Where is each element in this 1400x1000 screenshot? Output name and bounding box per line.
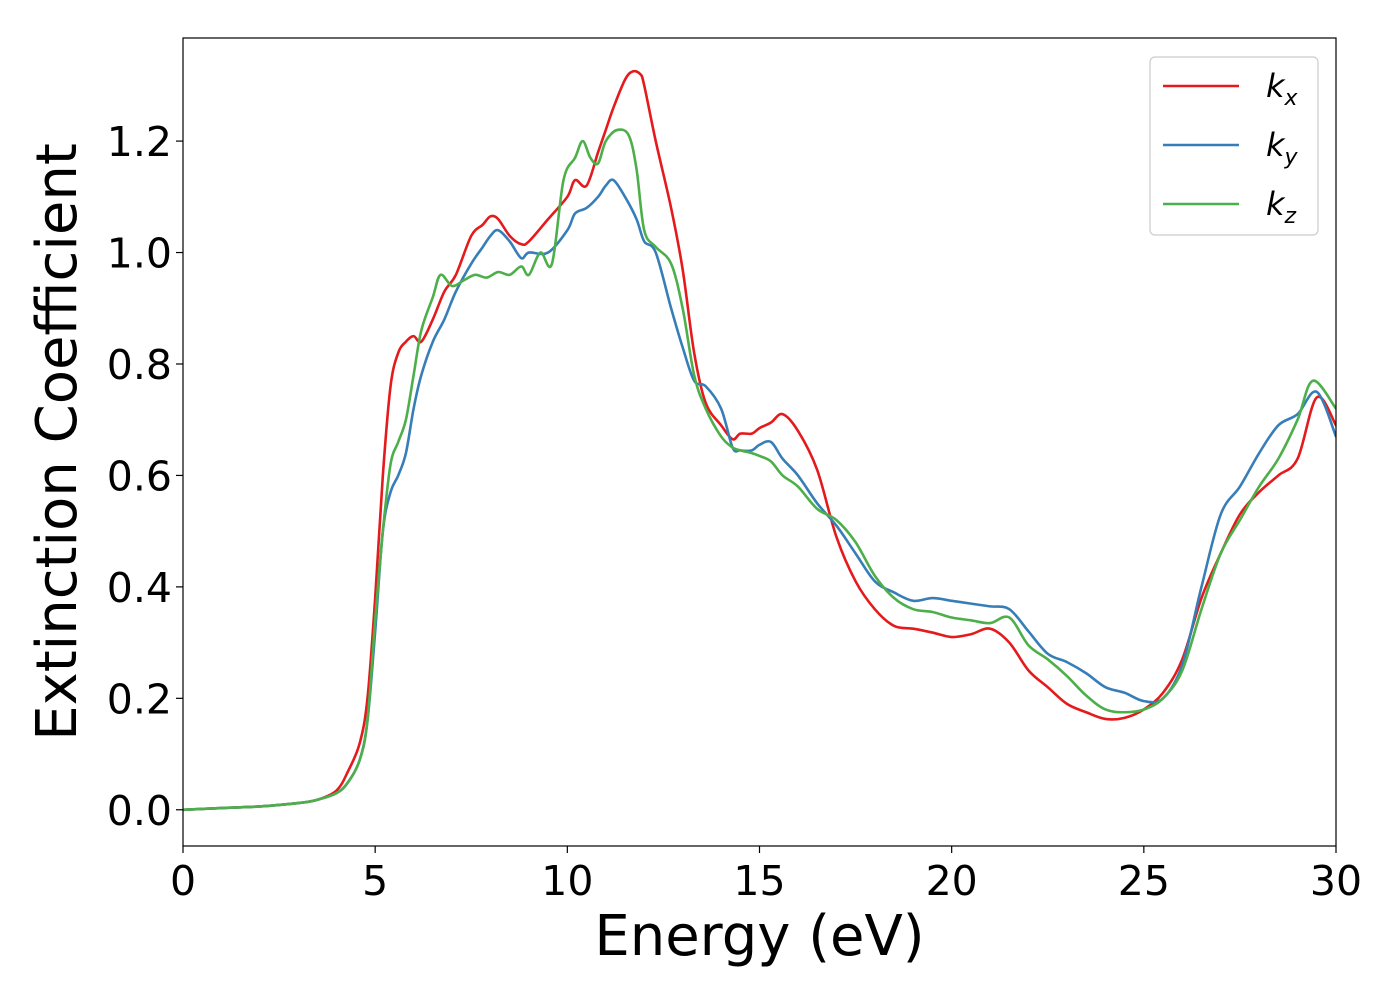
x-axis-title: Energy (eV) <box>594 904 924 969</box>
y-axis: 0.0 0.2 0.4 0.6 0.8 1.0 1.2 <box>107 118 183 835</box>
x-tick-label: 20 <box>926 857 978 905</box>
legend-label-z: kz <box>1266 185 1297 229</box>
y-tick-label: 0.2 <box>107 675 172 723</box>
legend: kx ky kz <box>1149 56 1319 236</box>
x-tick-label: 30 <box>1310 857 1362 905</box>
series-layer <box>183 69 1336 812</box>
y-axis-title: Extinction Coefficient <box>25 143 90 741</box>
x-tick-label: 5 <box>362 857 388 905</box>
y-tick-label: 0.6 <box>107 452 172 500</box>
series-line-z <box>183 128 1336 812</box>
series-line-y <box>183 178 1336 812</box>
y-tick-label: 1.2 <box>107 118 172 166</box>
y-tick-label: 0.4 <box>107 564 172 612</box>
series-line-x <box>183 69 1336 812</box>
y-tick-label: 1.0 <box>107 230 172 278</box>
legend-label-y: ky <box>1266 126 1299 170</box>
legend-label-x: kx <box>1266 67 1299 111</box>
x-tick-label: 25 <box>1118 857 1170 905</box>
x-axis: 0 5 10 15 20 25 30 <box>170 846 1362 905</box>
x-tick-label: 10 <box>541 857 593 905</box>
y-tick-label: 0.8 <box>107 341 172 389</box>
x-tick-label: 0 <box>170 857 196 905</box>
x-tick-label: 15 <box>733 857 785 905</box>
y-tick-label: 0.0 <box>107 787 172 835</box>
